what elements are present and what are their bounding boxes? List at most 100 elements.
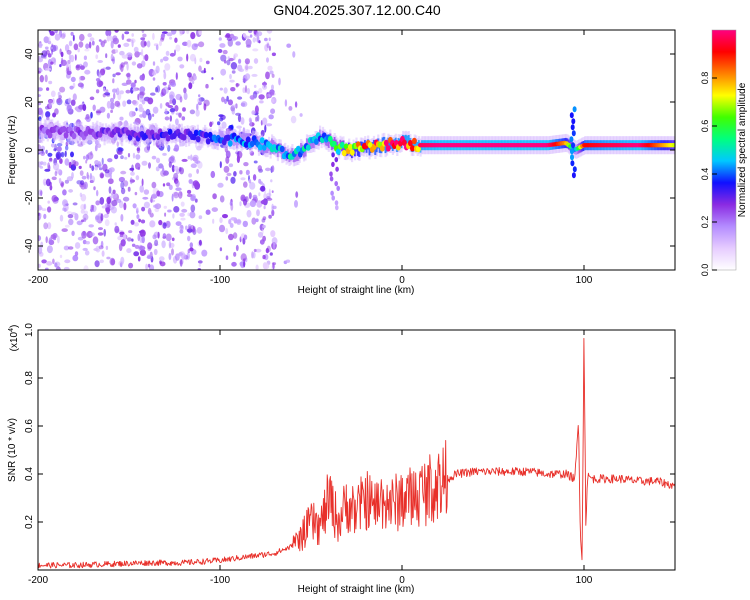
heatmap-cell [119, 231, 125, 235]
heatmap-cell [248, 192, 252, 200]
heatmap-cell [59, 64, 62, 68]
heatmap-cell [188, 82, 193, 90]
heatmap-ridge [38, 106, 675, 211]
heatmap-cell [109, 97, 115, 103]
heatmap-cell [288, 106, 293, 111]
heatmap-cell [47, 162, 50, 170]
heatmap-cell [155, 157, 161, 164]
heatmap-cell [249, 119, 253, 127]
heatmap-cell [166, 182, 171, 187]
heatmap-cell [47, 132, 53, 139]
heatmap-cell [60, 33, 66, 39]
spectrogram-y-axis: -40 -20 0 20 40 [24, 48, 675, 253]
heatmap-cell [73, 161, 79, 167]
heatmap-cell [169, 99, 173, 104]
heatmap-cell [63, 132, 69, 139]
heatmap-cell [40, 161, 44, 165]
heatmap-cell [163, 205, 167, 209]
heatmap-cell [368, 145, 371, 156]
heatmap-cell [197, 260, 203, 264]
heatmap-cell [336, 185, 341, 191]
heatmap-cell [89, 37, 95, 42]
heatmap-cell [415, 139, 418, 150]
heatmap-cell [131, 33, 134, 37]
heatmap-cell [106, 35, 111, 42]
heatmap-cell [258, 40, 261, 44]
heatmap-cell [40, 151, 45, 157]
heatmap-cell [243, 132, 246, 143]
heatmap-cell [379, 145, 385, 152]
heatmap-cell [347, 143, 353, 151]
heatmap-cell [233, 251, 237, 257]
heatmap-cell [264, 124, 267, 133]
heatmap-cell [60, 59, 67, 66]
heatmap-cell [178, 191, 183, 199]
heatmap-cell [404, 134, 408, 145]
heatmap-cell [226, 95, 229, 102]
heatmap-cell [152, 32, 155, 41]
heatmap-cell [109, 174, 112, 179]
heatmap-cell [263, 205, 266, 210]
heatmap-cell [238, 58, 242, 64]
heatmap-cell [38, 204, 42, 211]
heatmap-cell [105, 207, 110, 213]
heatmap-cell [101, 250, 105, 257]
heatmap-cell [266, 57, 269, 63]
heatmap-cell [124, 156, 128, 160]
heatmap-cell [151, 72, 157, 76]
heatmap-cell [111, 193, 118, 199]
heatmap-cell [44, 267, 49, 270]
heatmap-cell [105, 245, 109, 250]
heatmap-cell [73, 43, 79, 51]
snr-panel: -200 -100 0 100 0.2 0.4 0.6 0.8 1.0 Height of s… [7, 323, 676, 595]
heatmap-cell [175, 112, 181, 116]
heatmap-cell [152, 77, 156, 81]
heatmap-cell [181, 208, 188, 213]
heatmap-cell [203, 103, 207, 111]
heatmap-cell [290, 115, 297, 124]
heatmap-cell [181, 134, 187, 141]
heatmap-cell [157, 231, 160, 239]
snr-scale-base: (x10 [9, 331, 20, 351]
heatmap-cell [103, 131, 106, 142]
heatmap-cell [66, 70, 72, 76]
heatmap-cell [130, 219, 135, 225]
heatmap-cell [285, 259, 291, 263]
heatmap-cell [144, 146, 150, 153]
snr-frame [37, 329, 676, 571]
heatmap-cell [266, 197, 273, 201]
heatmap-cell [112, 78, 115, 84]
heatmap-cell [103, 228, 106, 237]
heatmap-cell [50, 44, 57, 53]
heatmap-cell [211, 207, 218, 213]
heatmap-cell [230, 176, 236, 184]
heatmap-cell [121, 33, 125, 41]
heatmap-cell [126, 62, 129, 71]
heatmap-cell [56, 146, 62, 152]
heatmap-cell [106, 129, 109, 140]
heatmap-cell [295, 191, 299, 198]
heatmap-cell [203, 131, 209, 139]
y-tick-label: 0.6 [24, 419, 35, 433]
heatmap-cell [97, 60, 103, 63]
heatmap-cell [146, 40, 151, 48]
colorbar-tick-label: 0.4 [700, 168, 710, 181]
heatmap-cell [230, 217, 237, 221]
heatmap-cell [142, 33, 147, 38]
heatmap-cell [61, 126, 67, 133]
heatmap-cell [162, 152, 167, 156]
heatmap-cell [334, 181, 339, 187]
heatmap-cell [119, 116, 124, 121]
heatmap-cell [95, 215, 100, 220]
heatmap-cell [139, 245, 146, 251]
heatmap-cell [125, 73, 131, 78]
heatmap-cell [239, 170, 243, 175]
heatmap-cell [38, 87, 43, 92]
heatmap-cell [132, 100, 139, 106]
heatmap-cell [189, 211, 196, 219]
heatmap-cell [175, 187, 182, 191]
heatmap-cell [144, 54, 149, 62]
heatmap-cell [120, 256, 125, 265]
heatmap-cell [159, 261, 166, 267]
heatmap-cell [271, 73, 275, 78]
